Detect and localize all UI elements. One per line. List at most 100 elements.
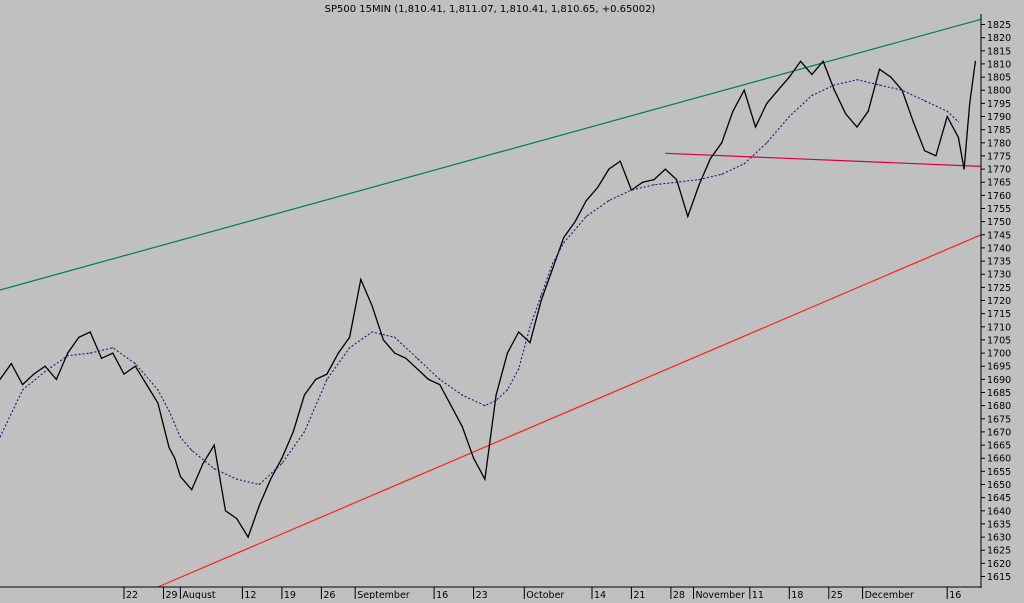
series-group xyxy=(0,60,977,539)
moving-average-point xyxy=(439,378,441,380)
price-point xyxy=(270,478,272,480)
y-tick-label: 1790 xyxy=(987,112,1011,123)
y-tick-label: 1720 xyxy=(987,296,1011,307)
x-tick-label: 19 xyxy=(284,590,296,599)
price-point xyxy=(574,221,576,223)
x-tick-label: November xyxy=(696,590,746,599)
y-tick-label: 1620 xyxy=(987,559,1011,570)
price-point xyxy=(247,536,249,538)
y-tick-label: 1805 xyxy=(987,73,1011,84)
price-point xyxy=(174,457,176,459)
moving-average-point xyxy=(721,173,723,175)
price-point xyxy=(349,336,351,338)
x-tick-label: 22 xyxy=(126,590,138,599)
price-point xyxy=(676,179,678,181)
price-point xyxy=(427,378,430,380)
y-axis-ticks: 1615 1620 1625 1630 1635 1640 1645 1650 1655 1660… xyxy=(981,20,1011,583)
price-point xyxy=(867,110,869,112)
price-point xyxy=(957,136,960,139)
moving-average-point xyxy=(179,436,181,438)
y-tick-label: 1725 xyxy=(987,283,1011,294)
y-tick-label: 1640 xyxy=(987,506,1011,517)
moving-average-point xyxy=(326,378,328,380)
moving-average-point xyxy=(303,431,305,433)
price-point xyxy=(709,158,712,160)
y-tick-label: 1650 xyxy=(987,480,1011,491)
moving-average-point xyxy=(653,184,655,186)
price-point xyxy=(811,73,813,76)
trendlines xyxy=(0,18,982,588)
y-tick-label: 1705 xyxy=(987,335,1011,346)
price-line xyxy=(0,60,977,539)
moving-average-point xyxy=(0,436,1,438)
price-point xyxy=(473,457,475,459)
price-point xyxy=(822,60,824,62)
price-point xyxy=(22,384,24,386)
x-tick-label: 11 xyxy=(752,590,764,599)
y-tick-label: 1820 xyxy=(987,33,1011,44)
price-point xyxy=(179,476,181,478)
y-tick-label: 1785 xyxy=(987,125,1011,136)
price-point xyxy=(224,510,227,512)
price-point xyxy=(168,447,170,449)
y-tick-label: 1645 xyxy=(987,493,1011,504)
moving-average-point xyxy=(518,368,520,370)
price-point xyxy=(563,236,565,238)
price-point xyxy=(89,331,91,333)
price-point xyxy=(157,402,159,404)
x-tick-label: 16 xyxy=(949,590,961,599)
y-tick-label: 1770 xyxy=(987,165,1011,176)
price-point xyxy=(258,504,260,507)
price-point xyxy=(146,384,148,386)
x-tick-label: October xyxy=(526,590,564,599)
price-point xyxy=(450,405,452,407)
x-tick-label: September xyxy=(357,590,410,599)
moving-average-point xyxy=(506,389,508,391)
y-tick-label: 1760 xyxy=(987,191,1011,202)
moving-average-point xyxy=(878,84,881,86)
price-point xyxy=(946,115,948,118)
price-point xyxy=(371,305,373,307)
moving-average-point xyxy=(630,189,633,191)
price-point xyxy=(202,462,204,465)
price-point xyxy=(44,365,46,367)
price-point xyxy=(439,384,441,386)
y-tick-label: 1695 xyxy=(987,362,1011,373)
y-tick-label: 1690 xyxy=(987,375,1011,386)
y-tick-label: 1670 xyxy=(987,427,1011,438)
price-point xyxy=(664,168,666,170)
price-point xyxy=(833,89,836,91)
moving-average-point xyxy=(811,94,813,97)
y-tick-label: 1800 xyxy=(987,86,1011,97)
x-axis-ticks: 22 29 August 12 19 26 September 16 23 October 14 21… xyxy=(123,587,961,601)
price-point xyxy=(540,299,542,302)
moving-average-point xyxy=(957,121,960,123)
price-point xyxy=(687,215,689,217)
moving-average-point xyxy=(416,357,418,359)
trendline-3 xyxy=(665,152,982,167)
moving-average-point xyxy=(67,355,69,357)
moving-average-point xyxy=(924,100,926,102)
moving-average-point xyxy=(743,163,745,165)
moving-average-point xyxy=(258,483,260,486)
price-point xyxy=(878,68,881,70)
price-point xyxy=(292,431,294,433)
moving-average-point xyxy=(394,336,396,338)
price-point xyxy=(495,394,497,396)
moving-average-point xyxy=(281,462,283,465)
x-tick-label: 28 xyxy=(673,590,685,599)
price-point xyxy=(33,373,35,375)
y-tick-label: 1625 xyxy=(987,546,1011,557)
price-point xyxy=(969,102,971,104)
moving-average-point xyxy=(766,142,768,144)
moving-average-point xyxy=(946,110,948,112)
price-point xyxy=(777,89,779,91)
price-point xyxy=(935,155,937,157)
moving-average-point xyxy=(22,389,24,391)
y-tick-label: 1710 xyxy=(987,322,1011,333)
x-tick-label: December xyxy=(865,590,914,599)
price-point xyxy=(754,126,757,128)
price-point xyxy=(303,394,305,396)
